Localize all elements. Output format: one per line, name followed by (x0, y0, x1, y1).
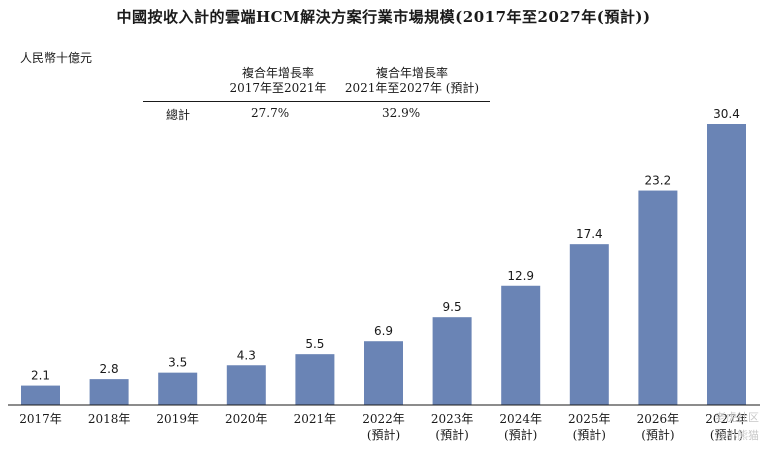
x-tick-label: 2027年 (705, 412, 748, 426)
x-tick-sublabel: (預計) (641, 427, 674, 442)
x-tick-label: 2025年 (568, 412, 611, 426)
cagr-row-label: 總計 (166, 108, 191, 122)
value-label: 9.5 (443, 300, 462, 314)
watermark-line1: 老虎社区 (715, 411, 759, 424)
x-tick-label: 2026年 (637, 412, 680, 426)
watermark: 老虎社区 @小熊猫 (715, 409, 759, 445)
cagr-value-2021-2027: 32.9% (382, 106, 421, 120)
value-label: 23.2 (645, 174, 672, 188)
bar-2018年 (89, 379, 129, 405)
value-label: 5.5 (305, 337, 324, 351)
unit-label: 人民幣十億元 (20, 51, 93, 65)
cagr-header-2-line1: 複合年增長率 (375, 66, 448, 80)
cagr-value-2017-2021: 27.7% (251, 106, 290, 120)
x-tick-label: 2022年 (362, 412, 405, 426)
bar-2020年 (226, 365, 266, 405)
x-tick-sublabel: (預計) (710, 427, 743, 442)
cagr-header-2-line2: 2021年至2027年 (預計) (344, 81, 480, 95)
bar-2026年 (638, 190, 678, 405)
bar-2022年 (364, 341, 403, 405)
value-label: 4.3 (237, 348, 256, 362)
cagr-header-1: 複合年增長率 2017年至2021年 (198, 66, 358, 96)
x-tick-sublabel: (預計) (504, 427, 537, 442)
cagr-header-1-line2: 2017年至2021年 (229, 81, 327, 95)
watermark-line2: @小熊猫 (715, 429, 759, 442)
x-tick-sublabel: (預計) (367, 427, 400, 442)
value-label: 3.5 (168, 356, 187, 370)
value-label: 30.4 (713, 107, 740, 121)
bar-2017年 (21, 385, 60, 405)
x-tick-sublabel: (預計) (435, 427, 468, 442)
bar-2027年 (707, 124, 746, 405)
chart-title: 中國按收入計的雲端HCM解決方案行業市場規模(2017年至2027年(預計)) (116, 8, 651, 26)
value-label: 6.9 (374, 324, 393, 338)
bar-2025年 (569, 244, 609, 405)
bar-2024年 (501, 285, 541, 405)
x-tick-sublabel: (預計) (573, 427, 606, 442)
cagr-header-1-line1: 複合年增長率 (241, 66, 314, 80)
cagr-header-2: 複合年增長率 2021年至2027年 (預計) (332, 66, 492, 96)
cagr-divider (143, 101, 490, 102)
value-label: 2.1 (31, 369, 50, 383)
bar-2021年 (295, 354, 335, 405)
x-tick-label: 2019年 (156, 412, 199, 426)
value-label: 2.8 (100, 362, 119, 376)
x-tick-label: 2020年 (225, 412, 268, 426)
bar-2019年 (158, 372, 198, 405)
value-label: 17.4 (576, 227, 603, 241)
x-tick-label: 2024年 (499, 412, 542, 426)
value-label: 12.9 (507, 269, 534, 283)
x-tick-label: 2017年 (19, 412, 62, 426)
x-tick-label: 2018年 (88, 412, 131, 426)
bar-2023年 (432, 317, 472, 405)
x-tick-label: 2021年 (294, 412, 337, 426)
x-tick-label: 2023年 (431, 412, 474, 426)
